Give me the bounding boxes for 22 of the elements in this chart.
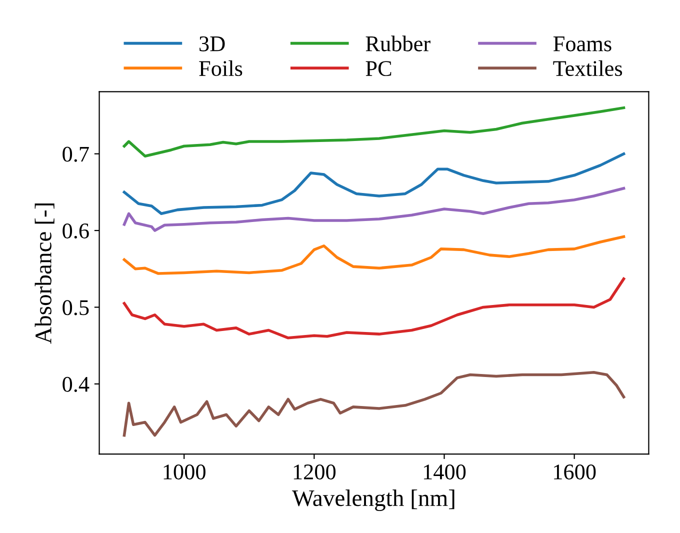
y-tick-label: 0.7 (62, 146, 89, 162)
x-axis-title: Wavelength [nm] (292, 490, 454, 512)
x-tick-label: 1200 (294, 464, 336, 480)
line-series (122, 152, 626, 216)
legend-label: Rubber (366, 36, 430, 52)
x-tick-label: 1000 (164, 464, 206, 480)
legend-label: Foils (199, 60, 242, 76)
y-tick-label: 0.6 (62, 223, 89, 239)
x-tick-label: 1600 (554, 464, 596, 480)
line-series (122, 186, 626, 232)
line-series (122, 106, 626, 158)
line-series (122, 277, 626, 340)
line-series (122, 235, 626, 275)
legend-label: Foams (553, 36, 612, 52)
legend-label: Textiles (553, 60, 622, 76)
x-tick-label: 1400 (424, 464, 466, 480)
legend-label: 3D (200, 36, 225, 52)
line-series (122, 371, 626, 437)
y-tick-label: 0.5 (62, 300, 89, 316)
y-tick-label: 0.4 (62, 376, 90, 392)
y-axis-title: Absorbance [-] (34, 204, 54, 344)
legend-label: PC (366, 61, 392, 76)
